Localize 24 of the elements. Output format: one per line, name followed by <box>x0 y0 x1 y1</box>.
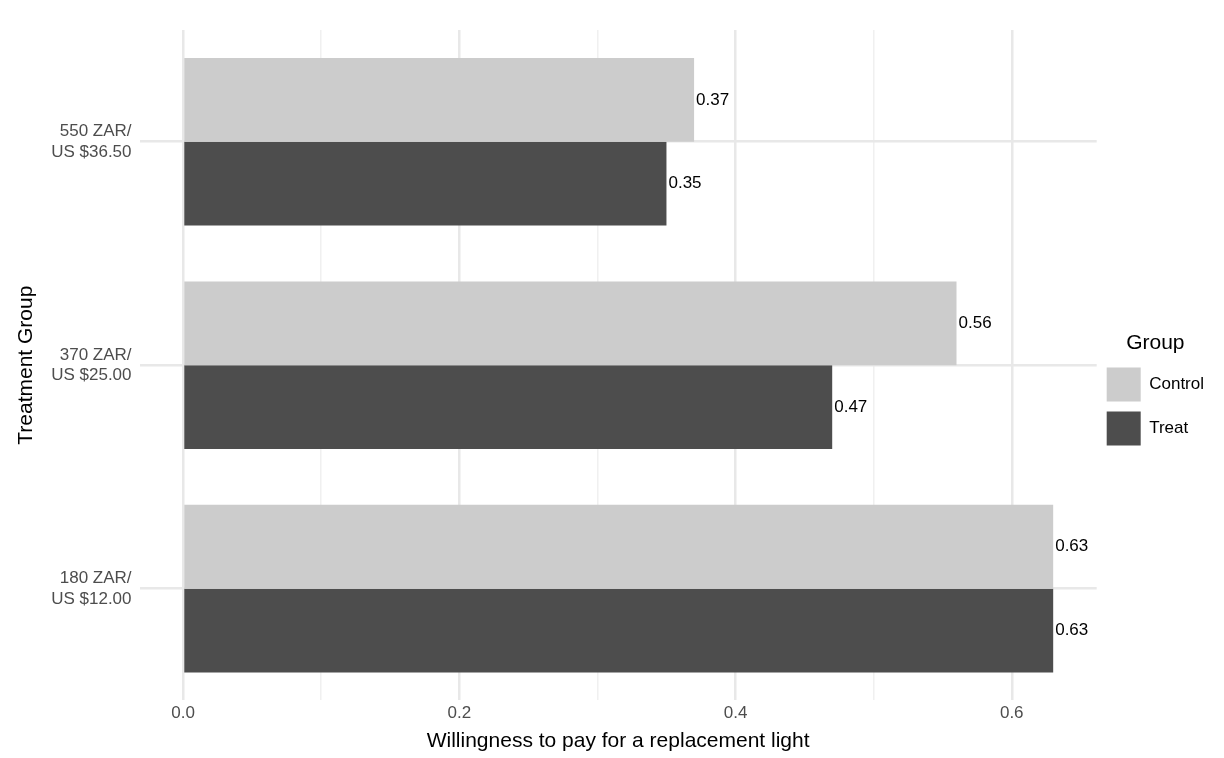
legend-label: Treat <box>1149 418 1189 438</box>
x-axis-title: Willingness to pay for a replacement light <box>426 728 810 752</box>
y-tick-label: 370 ZAR/ US $25.00 <box>51 344 132 385</box>
x-tick-label: 0.4 <box>723 703 748 723</box>
y-axis-title: Treatment Group <box>13 285 37 445</box>
bar <box>184 57 695 142</box>
bar <box>184 281 957 366</box>
bar <box>184 504 1054 589</box>
y-tick-label: 550 ZAR/ US $36.50 <box>51 121 132 161</box>
data-label: 0.56 <box>958 312 992 332</box>
x-tick-label: 0.6 <box>999 703 1024 723</box>
bar <box>184 141 667 226</box>
data-label: 0.37 <box>696 89 730 109</box>
y-tick-label: 180 ZAR/ US $12.00 <box>51 568 132 608</box>
x-tick-label: 0.0 <box>171 703 195 723</box>
bar <box>184 588 1054 673</box>
data-label: 0.63 <box>1055 536 1089 556</box>
data-label: 0.35 <box>668 173 702 193</box>
legend-title: Group <box>1126 329 1185 353</box>
data-label: 0.63 <box>1055 620 1089 640</box>
x-tick-label: 0.2 <box>447 703 472 723</box>
bar <box>184 365 833 449</box>
data-label: 0.47 <box>834 396 868 416</box>
legend-label: Control <box>1149 374 1205 394</box>
